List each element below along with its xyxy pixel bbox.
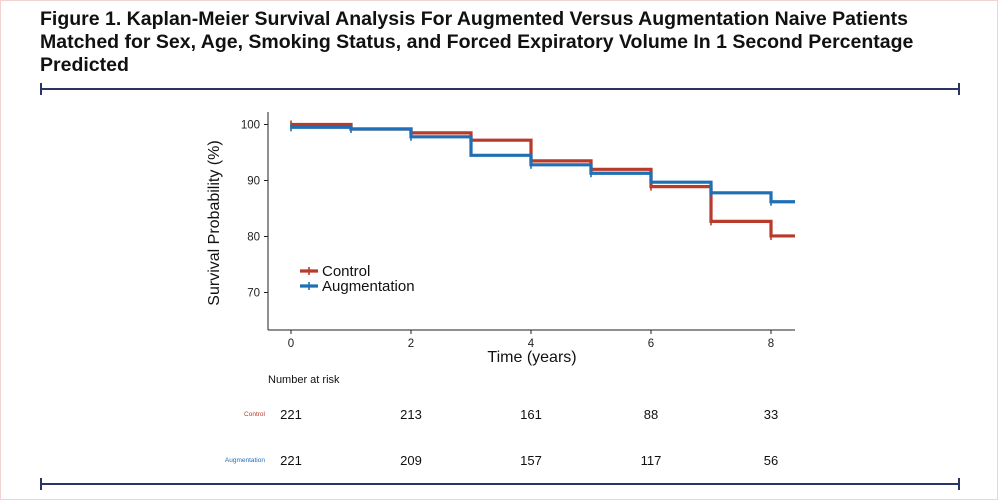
risk-value-control: 88 [644, 407, 658, 422]
x-tick-label: 4 [528, 338, 535, 350]
risk-value-control: 33 [764, 407, 778, 422]
legend-label-control: Control [322, 263, 370, 280]
x-axis-label: Time (years) [487, 349, 576, 366]
risk-value-augmentation: 157 [520, 453, 542, 468]
axis-ticks: 0 2 4 6 8 70 80 90 100 [241, 120, 774, 351]
risk-value-augmentation: 56 [764, 453, 778, 468]
risk-row-label-augmentation: Augmentation [225, 457, 265, 464]
risk-value-control: 221 [280, 407, 302, 422]
km-curve-control [291, 122, 795, 238]
risk-table-title: Number at risk [268, 374, 340, 386]
risk-value-control: 213 [400, 407, 422, 422]
x-tick-label: 8 [768, 338, 774, 350]
risk-value-control: 161 [520, 407, 542, 422]
risk-row-label-control: Control [244, 411, 266, 418]
y-tick-label: 80 [247, 232, 260, 244]
bottom-rule [40, 478, 960, 490]
x-tick-label: 0 [288, 338, 294, 350]
y-tick-label: 100 [241, 120, 260, 132]
top-rule [40, 83, 960, 95]
x-tick-label: 2 [408, 338, 414, 350]
y-tick-label: 70 [247, 288, 260, 300]
risk-table: Control 221 213 161 88 33 Augmentation 221 209 15… [225, 407, 778, 468]
km-curve-augmentation [291, 125, 795, 204]
figure-title: Figure 1. Kaplan-Meier Survival Analysis… [40, 8, 914, 76]
survival-curves [290, 120, 795, 240]
legend-label-augmentation: Augmentation [322, 278, 415, 295]
x-tick-label: 6 [648, 338, 654, 350]
risk-value-augmentation: 209 [400, 453, 422, 468]
risk-value-augmentation: 117 [641, 453, 662, 468]
y-tick-label: 90 [247, 176, 260, 188]
risk-value-augmentation: 221 [280, 453, 302, 468]
y-axis-label: Survival Probability (%) [206, 140, 223, 305]
